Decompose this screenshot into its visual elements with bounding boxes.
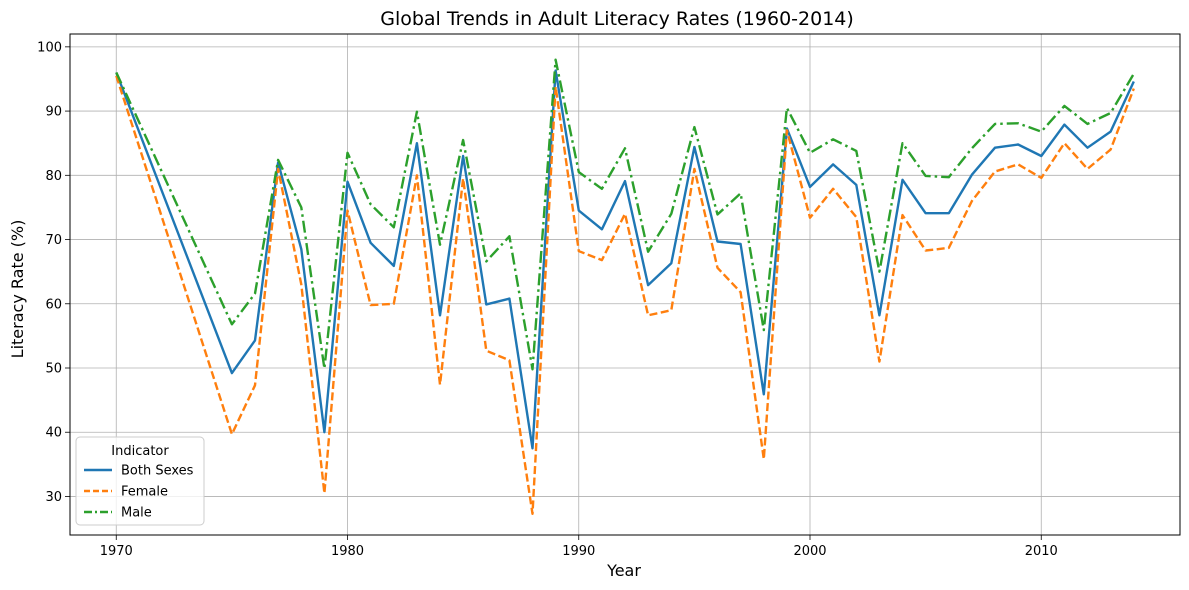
y-tick-label: 40 [45, 426, 62, 441]
y-tick-label: 100 [37, 40, 62, 55]
plot-frame [69, 33, 1181, 536]
x-tick-label: 1980 [331, 544, 364, 559]
y-tick-label: 70 [45, 233, 62, 248]
grid-lines [70, 34, 1180, 535]
y-tick-label: 50 [45, 362, 62, 377]
legend: Indicator Both Sexes Female Male [75, 436, 205, 526]
x-tick-label: 1970 [100, 544, 133, 559]
y-tick-label: 60 [45, 297, 62, 312]
legend-title: Indicator [111, 444, 169, 459]
x-tick-label: 2010 [1025, 544, 1058, 559]
x-axis-label: Year [606, 561, 641, 580]
y-tick-label: 90 [45, 105, 62, 120]
legend-label: Both Sexes [121, 464, 194, 479]
chart-title: Global Trends in Adult Literacy Rates (1… [380, 8, 854, 30]
series-line-female [115, 75, 1135, 515]
x-tick-label: 1990 [562, 544, 595, 559]
axes [65, 33, 1181, 540]
legend-label: Female [121, 485, 168, 500]
y-tick-label: 30 [45, 490, 62, 505]
legend-frame [75, 436, 205, 526]
x-tick-labels: 1970 1980 1990 2000 2010 [100, 544, 1058, 559]
y-axis-label: Literacy Rate (%) [8, 220, 27, 359]
y-tick-label: 80 [45, 169, 62, 184]
x-tick-label: 2000 [793, 544, 826, 559]
legend-label: Male [121, 506, 152, 521]
y-tick-labels: 30 40 50 60 70 80 90 100 [37, 40, 62, 505]
series-line-both-sexes [115, 69, 1135, 450]
series-lines [115, 58, 1135, 515]
series-line-male [115, 58, 1135, 371]
